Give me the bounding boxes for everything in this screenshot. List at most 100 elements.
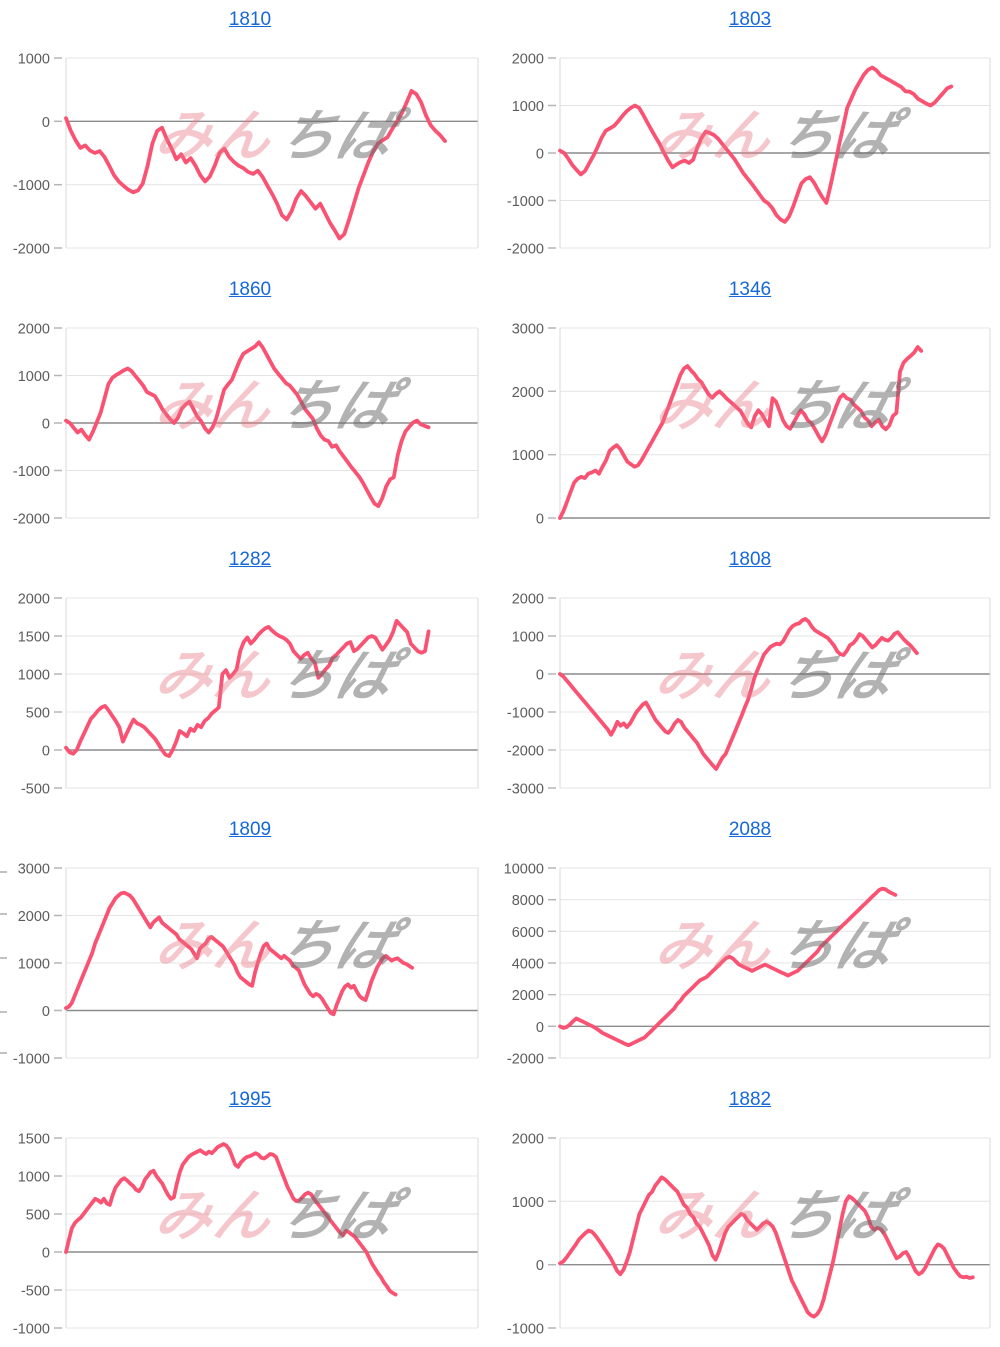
y-tick-label: 0 — [536, 668, 544, 684]
chart-title: 1803 — [500, 9, 1000, 31]
chart-title: 1809 — [0, 819, 500, 841]
chart-title: 1810 — [0, 9, 500, 31]
y-tick-label: 10000 — [504, 862, 544, 878]
chart-cell: 1995 1500 1000 500 0 -500 -1000 みんちぱ — [0, 1080, 500, 1347]
series-line — [558, 345, 924, 520]
cropped-axis-tick — [0, 957, 7, 959]
y-tick-label: 2000 — [18, 322, 50, 338]
machine-link[interactable]: 1282 — [228, 549, 272, 570]
y-tick-label: 1500 — [18, 630, 50, 646]
y-tick-label: -2000 — [13, 512, 50, 527]
line-chart: 1000 0 -1000 -2000 — [13, 52, 479, 257]
y-tick-label: 1000 — [18, 369, 50, 385]
series-line — [64, 340, 431, 509]
y-tick-label: -3000 — [507, 782, 544, 797]
chart-title: 1346 — [500, 279, 1000, 301]
line-chart: 2000 1500 1000 500 0 -500 — [18, 592, 479, 797]
y-tick-label: 1000 — [512, 448, 544, 464]
y-tick-label: -1000 — [13, 178, 50, 194]
y-tick-label: 0 — [536, 147, 544, 163]
y-tick-label: -2000 — [13, 242, 50, 257]
y-tick-label: 1000 — [512, 630, 544, 646]
machine-link[interactable]: 1808 — [728, 549, 772, 570]
machine-link[interactable]: 1995 — [228, 1089, 272, 1110]
y-tick-label: 8000 — [512, 893, 544, 909]
series-line — [558, 616, 919, 771]
line-chart: 2000 1000 0 -1000 -2000 — [507, 52, 991, 257]
series-line — [558, 1175, 975, 1319]
chart-cell: 1803 2000 1000 0 -1000 -2000 みんちぱ — [500, 0, 1000, 270]
cropped-axis-tick — [0, 913, 7, 915]
chart-title: 1808 — [500, 549, 1000, 571]
line-chart: 3000 2000 1000 0 — [512, 322, 991, 527]
y-tick-label: 1000 — [18, 1170, 50, 1186]
y-tick-label: 500 — [26, 706, 50, 722]
y-tick-label: 0 — [42, 1004, 50, 1020]
y-tick-label: 2000 — [512, 988, 544, 1004]
chart-cell: 2088 10000 8000 6000 4000 2000 0 -2000 みんちぱ — [500, 810, 1000, 1080]
line-chart: 2000 1000 0 -1000 — [507, 1132, 991, 1337]
y-tick-label: 1500 — [18, 1132, 50, 1148]
chart-title: 2088 — [500, 819, 1000, 841]
series-line — [64, 618, 431, 759]
y-tick-label: 0 — [42, 744, 50, 760]
y-tick-label: 0 — [536, 512, 544, 527]
line-chart: 10000 8000 6000 4000 2000 0 -2000 — [504, 862, 991, 1067]
y-tick-label: 1000 — [18, 668, 50, 684]
y-tick-label: 0 — [42, 417, 50, 433]
series-line — [558, 65, 954, 224]
line-chart: 1500 1000 500 0 -500 -1000 — [13, 1132, 479, 1337]
line-chart: 2000 1000 0 -1000 -2000 — [13, 322, 479, 527]
y-tick-label: -1000 — [13, 1322, 50, 1337]
y-tick-label: 3000 — [512, 322, 544, 338]
y-tick-label: -1000 — [507, 706, 544, 722]
y-tick-label: -1000 — [507, 1322, 544, 1337]
machine-link[interactable]: 1346 — [728, 279, 772, 300]
machine-link[interactable]: 1810 — [228, 9, 272, 30]
chart-cell: 1346 3000 2000 1000 0 みんちぱ — [500, 270, 1000, 540]
series-line — [64, 89, 447, 241]
y-tick-label: 2000 — [512, 385, 544, 401]
y-tick-label: 1000 — [512, 99, 544, 115]
machine-link[interactable]: 1882 — [728, 1089, 772, 1110]
y-tick-label: 0 — [42, 1246, 50, 1262]
y-tick-label: 1000 — [18, 957, 50, 973]
chart-title: 1882 — [500, 1089, 1000, 1111]
y-tick-label: -500 — [21, 1284, 50, 1300]
y-tick-label: 2000 — [18, 909, 50, 925]
y-tick-label: -1000 — [13, 464, 50, 480]
y-tick-label: 2000 — [18, 592, 50, 608]
cropped-axis-tick — [0, 1052, 7, 1054]
y-tick-label: 500 — [26, 1208, 50, 1224]
chart-cell: 1809 3000 2000 1000 0 -1000 みんちぱ — [0, 810, 500, 1080]
y-tick-label: 4000 — [512, 957, 544, 973]
chart-cell: 1808 2000 1000 0 -1000 -2000 -3000 みんちぱ — [500, 540, 1000, 810]
line-chart: 2000 1000 0 -1000 -2000 -3000 — [507, 592, 991, 797]
cropped-axis-tick — [0, 1011, 7, 1013]
y-tick-label: -2000 — [507, 1052, 544, 1067]
y-tick-label: 1000 — [512, 1195, 544, 1211]
chart-title: 1995 — [0, 1089, 500, 1111]
chart-cell: 1882 2000 1000 0 -1000 みんちぱ — [500, 1080, 1000, 1347]
y-tick-label: 2000 — [512, 592, 544, 608]
y-tick-label: -500 — [21, 782, 50, 797]
machine-link[interactable]: 1809 — [228, 819, 272, 840]
chart-cell: 1810 1000 0 -1000 -2000 みんちぱ — [0, 0, 500, 270]
y-tick-label: -1000 — [13, 1052, 50, 1067]
chart-title: 1860 — [0, 279, 500, 301]
y-tick-label: 0 — [42, 115, 50, 131]
y-tick-label: 0 — [536, 1258, 544, 1274]
machine-link[interactable]: 1803 — [728, 9, 772, 30]
chart-title: 1282 — [0, 549, 500, 571]
y-tick-label: -2000 — [507, 744, 544, 760]
series-line — [558, 886, 898, 1048]
y-tick-label: 0 — [536, 1020, 544, 1036]
y-tick-label: -2000 — [507, 242, 544, 257]
line-chart: 3000 2000 1000 0 -1000 — [13, 862, 479, 1067]
y-tick-label: 1000 — [18, 52, 50, 68]
cropped-axis-tick — [0, 871, 7, 873]
chart-cell: 1282 2000 1500 1000 500 0 -500 みんちぱ — [0, 540, 500, 810]
series-line — [64, 1142, 398, 1297]
machine-link[interactable]: 1860 — [228, 279, 272, 300]
machine-link[interactable]: 2088 — [728, 819, 772, 840]
